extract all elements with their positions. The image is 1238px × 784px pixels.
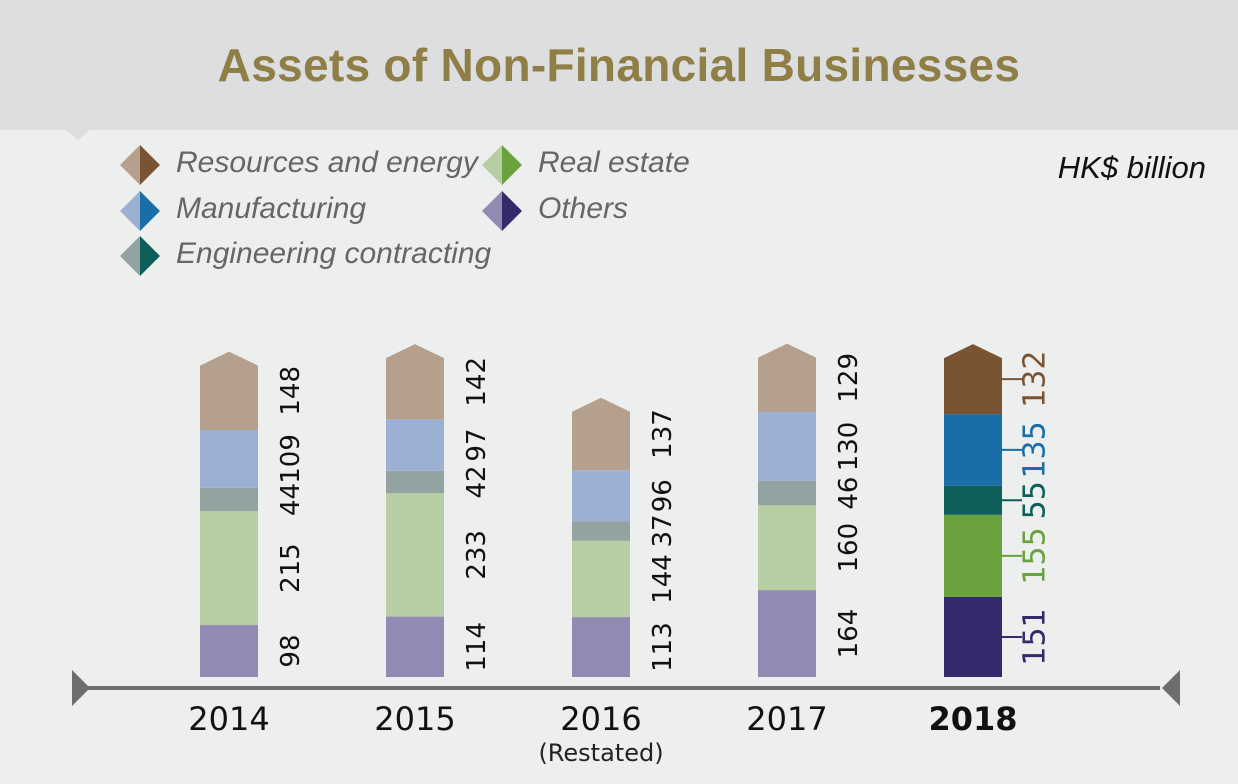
value-label-others-2018: 151 <box>1018 608 1053 665</box>
value-label-manufacturing-2015: 97 <box>462 429 492 462</box>
real-estate-diamond-icon <box>482 145 522 185</box>
value-label-real-estate-2018: 155 <box>1018 527 1053 584</box>
legend-label: Real estate <box>538 146 690 179</box>
bar-segment-manufacturing-2015 <box>386 419 444 471</box>
value-label-resources-and-energy-2014: 148 <box>276 366 306 416</box>
bar-segment-engineering-contracting-2015 <box>386 470 444 494</box>
value-label-real-estate-2017: 160 <box>834 523 864 573</box>
x-tick-note-2016: (Restated) <box>538 739 663 767</box>
legend-label: Resources and energy <box>176 146 478 179</box>
value-label-manufacturing-2018: 135 <box>1018 421 1053 478</box>
value-label-resources-and-energy-2016: 137 <box>648 409 678 459</box>
bar-segment-others-2014 <box>200 625 258 677</box>
bar-segment-resources-and-energy-2016 <box>572 397 630 471</box>
bar-segment-real-estate-2018 <box>944 514 1002 597</box>
bar-segment-manufacturing-2017 <box>758 412 816 481</box>
chart-title: Assets of Non-Financial Businesses <box>217 39 1021 91</box>
value-label-others-2017: 164 <box>834 609 864 659</box>
bar-segment-real-estate-2015 <box>386 493 444 617</box>
others-diamond-icon <box>482 191 522 231</box>
value-label-resources-and-energy-2015: 142 <box>462 357 492 407</box>
legend-label: Others <box>538 192 629 225</box>
value-label-manufacturing-2017: 130 <box>834 422 864 472</box>
x-tick-label-2016: 2016 <box>560 700 641 738</box>
bar-segment-others-2016 <box>572 617 630 677</box>
x-tick-label-2018: 2018 <box>928 700 1017 738</box>
bar-segment-others-2017 <box>758 590 816 677</box>
bar-segment-engineering-contracting-2016 <box>572 521 630 541</box>
axis-left-arrow-icon <box>72 670 90 706</box>
value-label-real-estate-2016: 144 <box>648 554 678 604</box>
value-label-manufacturing-2014: 109 <box>276 434 306 484</box>
value-label-real-estate-2014: 215 <box>276 543 306 593</box>
value-label-engineering-contracting-2016: 37 <box>648 514 678 547</box>
unit-label: HK$ billion <box>1057 150 1206 185</box>
x-tick-label-2017: 2017 <box>746 700 827 738</box>
value-label-engineering-contracting-2014: 44 <box>276 483 306 516</box>
bar-segment-manufacturing-2016 <box>572 470 630 522</box>
bar-segment-resources-and-energy-2014 <box>200 351 258 431</box>
bar-segment-real-estate-2016 <box>572 540 630 618</box>
value-label-engineering-contracting-2015: 42 <box>462 465 492 498</box>
bar-segment-engineering-contracting-2014 <box>200 487 258 512</box>
bar-segment-manufacturing-2014 <box>200 430 258 488</box>
bar-segment-resources-and-energy-2015 <box>386 344 444 420</box>
resources-and-energy-diamond-icon <box>120 145 160 185</box>
value-label-others-2015: 114 <box>462 622 492 672</box>
x-tick-label-2015: 2015 <box>374 700 455 738</box>
header-notch <box>66 130 90 140</box>
value-label-engineering-contracting-2017: 46 <box>834 477 864 510</box>
bar-segment-engineering-contracting-2017 <box>758 480 816 506</box>
bar-segment-manufacturing-2018 <box>944 414 1002 486</box>
engineering-contracting-diamond-icon <box>120 236 160 276</box>
value-label-others-2014: 98 <box>276 634 306 667</box>
value-label-engineering-contracting-2018: 55 <box>1018 481 1053 519</box>
x-tick-label-2014: 2014 <box>188 700 269 738</box>
value-label-resources-and-energy-2017: 129 <box>834 353 864 403</box>
bar-segment-engineering-contracting-2018 <box>944 485 1002 515</box>
legend-label: Engineering contracting <box>176 237 492 270</box>
header-band <box>0 0 1238 130</box>
legend: Resources and energy Real estate Manufac… <box>118 144 738 280</box>
value-label-others-2016: 113 <box>648 622 678 672</box>
legend-label: Manufacturing <box>176 192 367 225</box>
value-label-manufacturing-2016: 96 <box>648 479 678 512</box>
value-label-resources-and-energy-2018: 132 <box>1018 351 1053 408</box>
bar-segment-resources-and-energy-2017 <box>758 343 816 412</box>
axis-right-arrow-icon <box>1162 670 1180 706</box>
bar-segment-others-2015 <box>386 616 444 677</box>
bar-segment-resources-and-energy-2018 <box>944 344 1002 415</box>
value-label-real-estate-2015: 233 <box>462 530 492 580</box>
manufacturing-diamond-icon <box>120 191 160 231</box>
bar-segment-others-2018 <box>944 596 1002 677</box>
bar-segment-real-estate-2017 <box>758 505 816 591</box>
bar-segment-real-estate-2014 <box>200 511 258 626</box>
